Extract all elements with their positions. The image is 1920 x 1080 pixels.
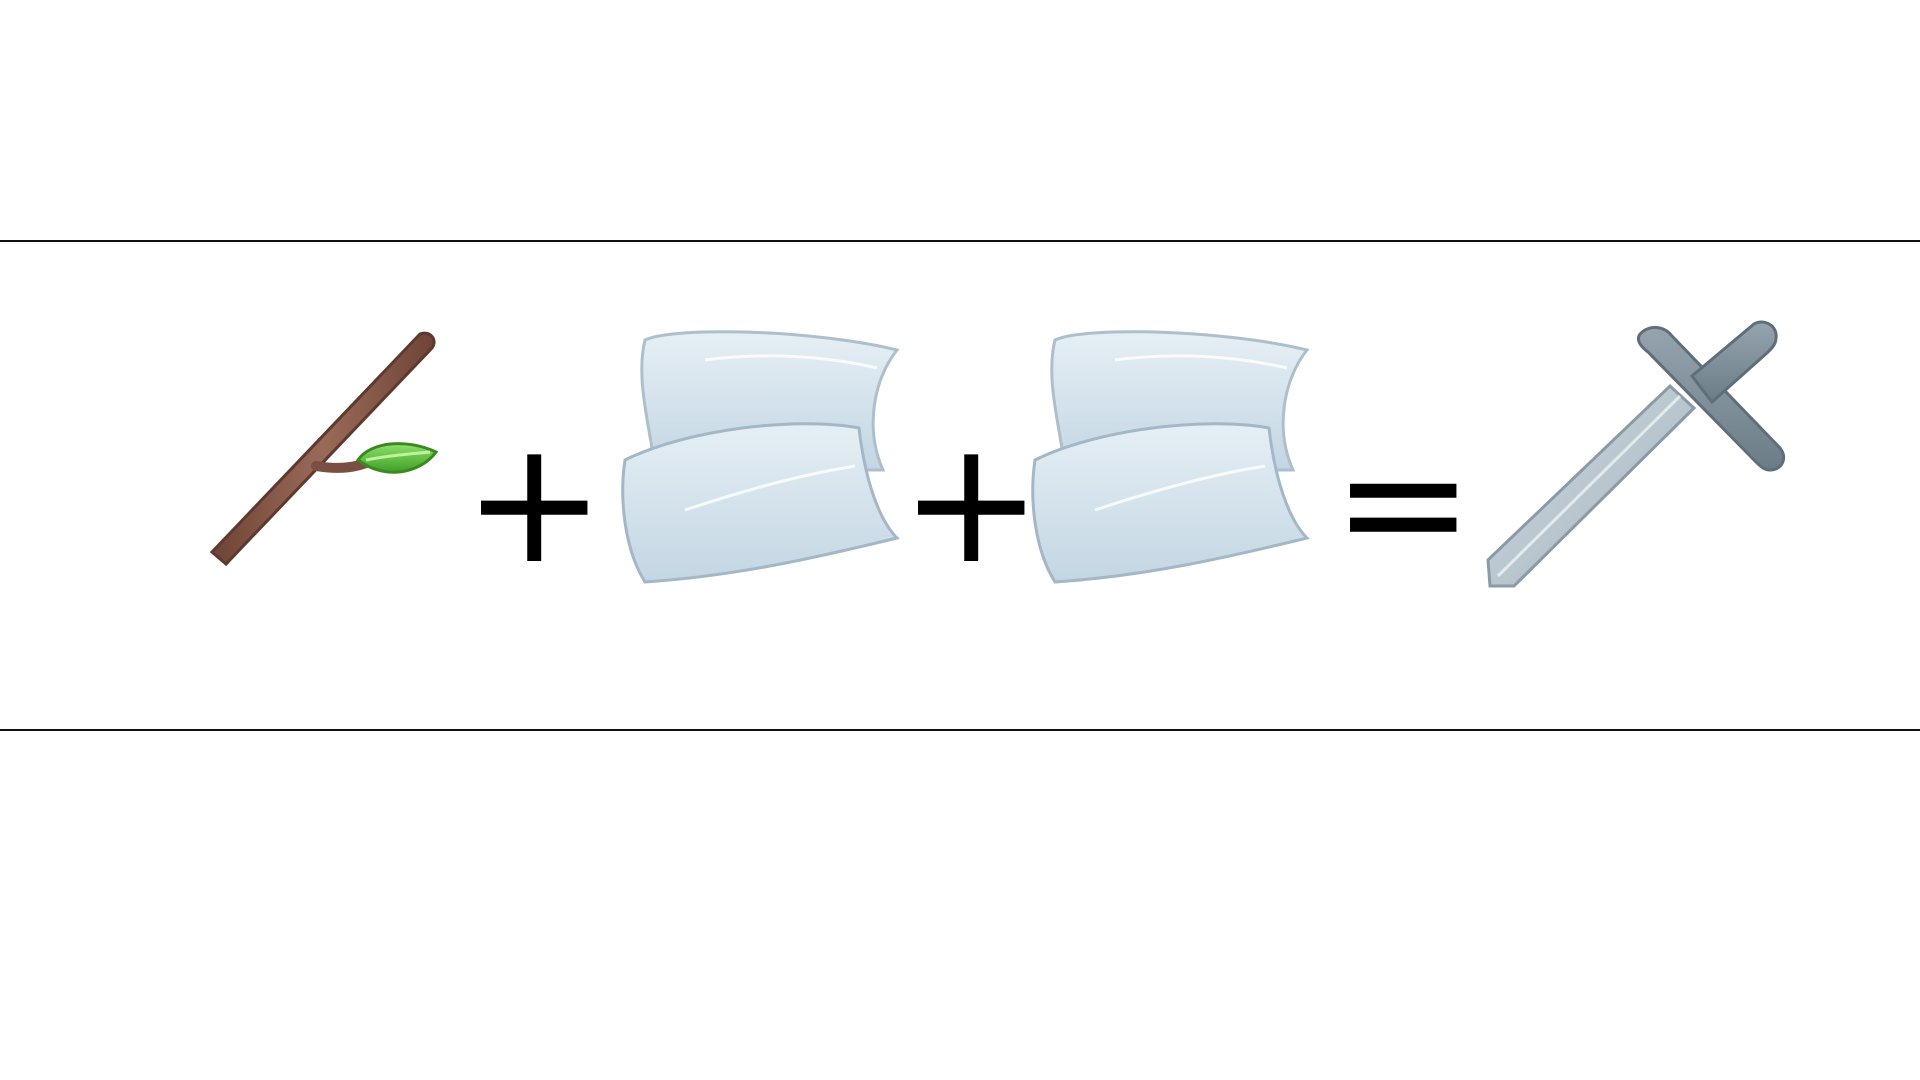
recipe-band	[0, 240, 1920, 731]
plus-sign: +	[463, 404, 606, 602]
plus-sign: +	[900, 404, 1043, 602]
equals-sign: =	[1332, 404, 1475, 602]
stick-icon	[190, 320, 450, 580]
fabric-icon	[1025, 320, 1315, 590]
fabric-icon	[615, 320, 905, 590]
sword-icon	[1480, 320, 1800, 590]
